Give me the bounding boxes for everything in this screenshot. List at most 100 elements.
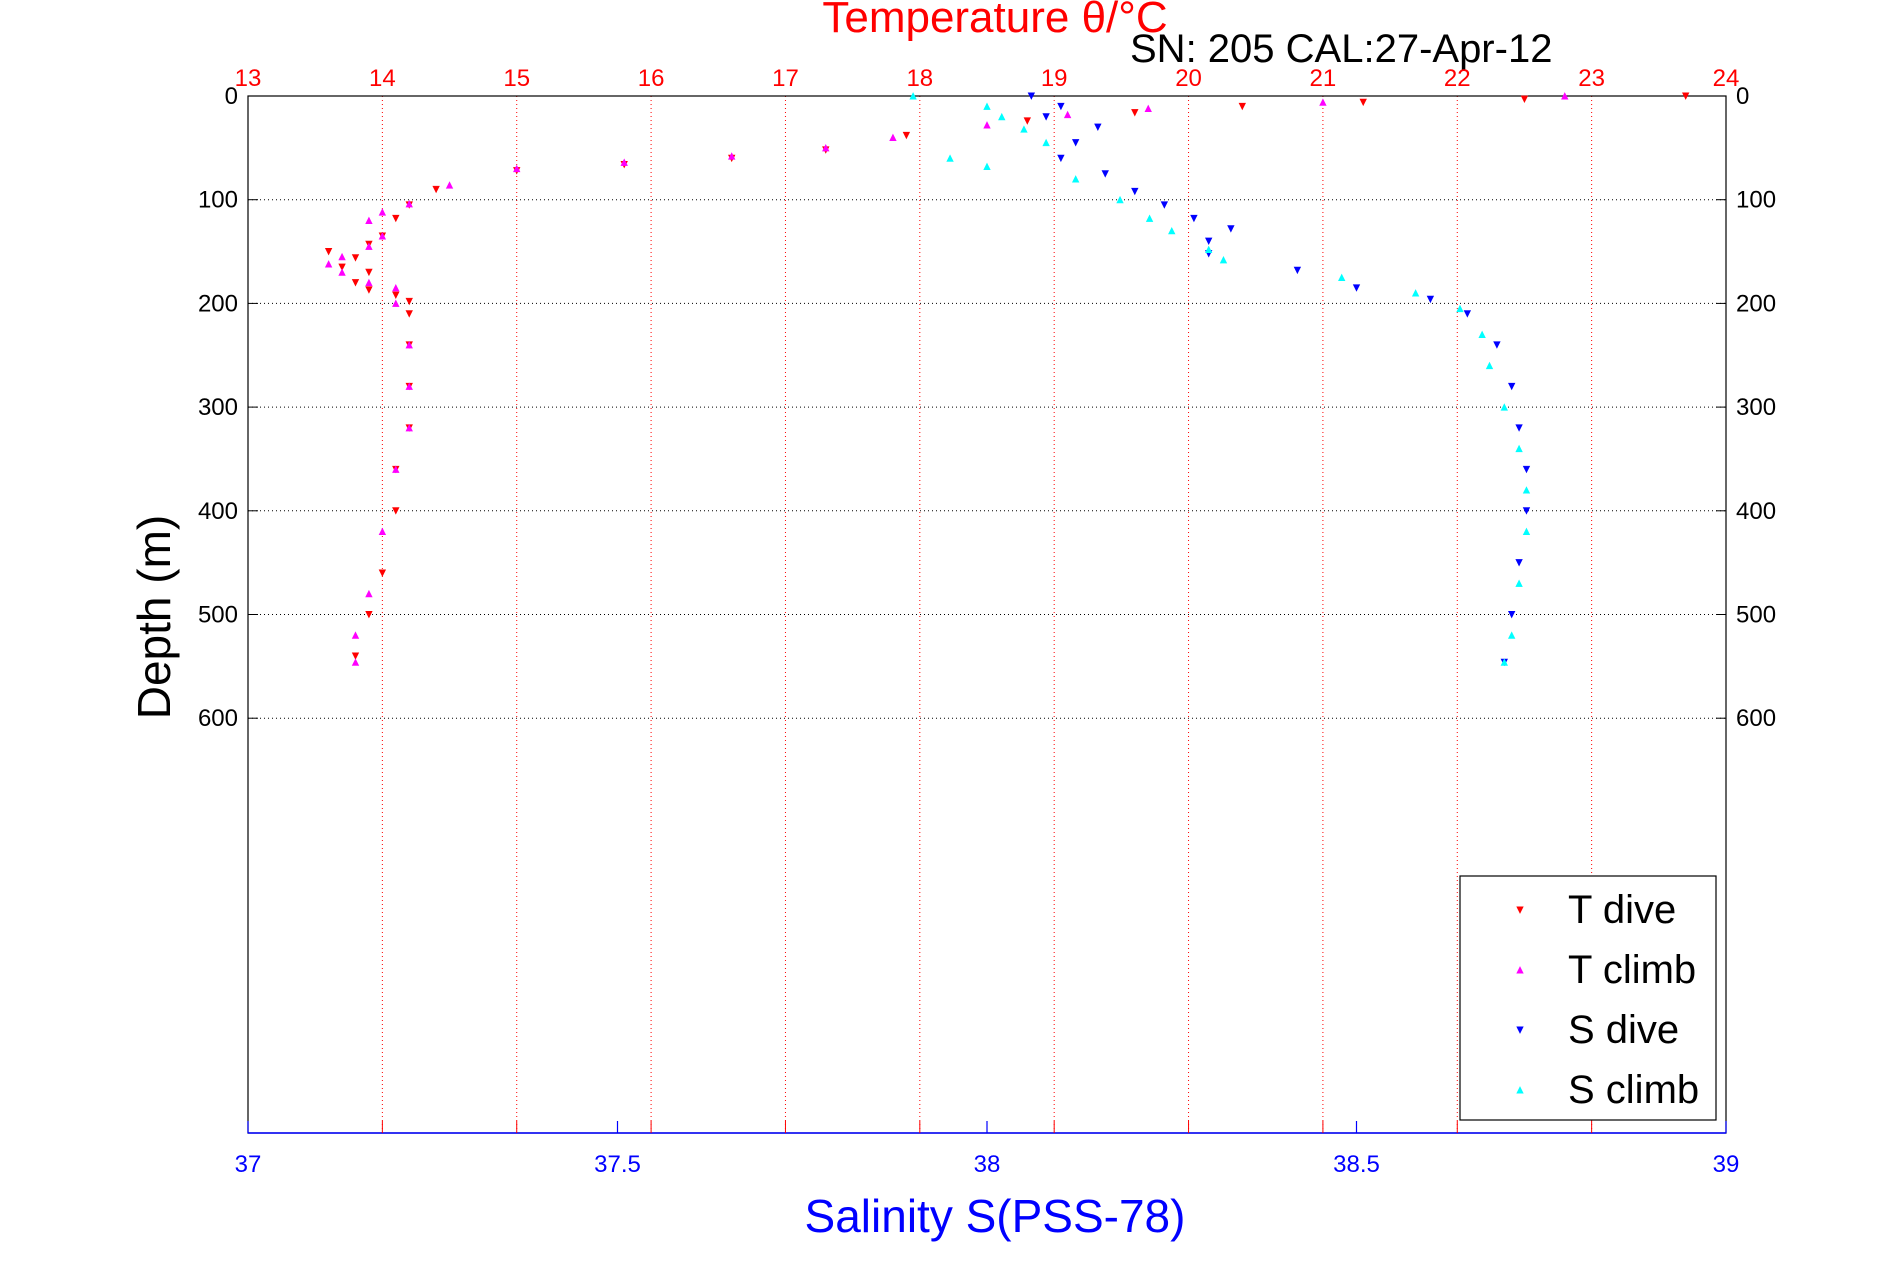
data-point [513,164,521,173]
data-point [1145,214,1154,222]
data-point [1293,266,1302,275]
data-point [1042,138,1050,147]
depth-tick-label-left: 100 [198,187,238,214]
salinity-tick-label: 38 [974,1151,1001,1178]
data-point [1131,187,1139,196]
data-point [405,423,413,432]
serial-calibration-label: SN: 205 CAL:27-Apr-12 [1130,27,1552,71]
data-point [1205,237,1213,246]
data-point [822,143,830,152]
data-point [392,465,400,473]
data-point [1057,102,1065,111]
data-point [392,214,400,223]
data-point [1522,465,1531,474]
data-point [1508,610,1516,619]
data-point [405,341,413,349]
salinity-tick-label: 39 [1713,1151,1740,1178]
salinity-tick-label: 38.5 [1333,1151,1380,1178]
data-point [1485,361,1494,370]
data-point [1426,295,1435,304]
legend-entry-label: S climb [1568,1068,1699,1112]
data-point [365,610,373,619]
data-point [432,185,440,194]
data-point [324,248,333,256]
data-point [1144,104,1152,112]
depth-tick-label-left: 0 [225,83,238,110]
data-series [324,92,1690,667]
data-point [1190,214,1198,223]
data-point [620,158,628,166]
data-point [1063,110,1072,119]
data-point [983,102,991,110]
data-point [1020,125,1028,133]
legend-marker [1516,1086,1524,1094]
data-point [392,291,400,299]
data-point [1522,507,1531,515]
data-point [1515,559,1523,567]
data-point [1227,225,1235,233]
data-point [1352,284,1361,292]
temperature-tick-label: 21 [1310,65,1337,92]
temperature-tick-label: 19 [1041,65,1068,92]
data-point [909,92,917,100]
data-point [889,133,897,141]
depth-axis-title: Depth (m) [128,515,180,719]
axes [247,95,1727,1134]
temperature-tick-label: 16 [638,65,665,92]
data-point [946,154,954,162]
data-point [365,589,373,598]
depth-tick-label-left: 300 [198,394,238,421]
data-point [1359,98,1367,107]
series-t-climb [324,92,1569,666]
data-point [1057,154,1065,163]
temperature-tick-label: 20 [1175,65,1202,92]
data-point [1027,92,1036,100]
depth-tick-label-right: 600 [1736,705,1776,732]
legend-entry-label: S dive [1568,1008,1679,1052]
data-point [351,279,360,287]
data-point [365,242,373,250]
temperature-tick-label: 24 [1713,65,1740,92]
data-point [1508,382,1516,391]
data-point [1522,527,1531,536]
data-point [392,299,400,307]
data-point [324,260,333,268]
data-point [1561,92,1569,100]
data-point [1508,631,1516,639]
data-point [1042,113,1050,121]
data-point [728,152,736,160]
legend-marker [1516,966,1524,974]
temperature-axis-title: Temperature θ/°C [822,0,1167,42]
data-point [392,507,400,515]
series-s-dive [1027,92,1531,667]
data-point [365,278,373,287]
depth-tick-label-right: 500 [1736,602,1776,629]
series-t-dive [324,92,1690,660]
series-s-climb [909,92,1531,666]
data-point [1205,245,1213,253]
data-point [1478,330,1486,339]
data-point [1023,117,1031,125]
data-point [1500,403,1508,411]
data-point [365,216,373,224]
legend-entry-label: T dive [1568,888,1676,932]
temperature-tick-label: 23 [1578,65,1605,92]
tick-labels: 13 14 15 16 17 18 19 20 21 22 23 24 37 37.5 38 38.5 39 0 0… [198,65,1776,1178]
depth-tick-label-left: 200 [198,290,238,317]
depth-tick-label-right: 100 [1736,187,1776,214]
temperature-tick-label: 22 [1444,65,1471,92]
data-point [378,569,387,577]
data-point [1071,139,1080,147]
data-point [1071,175,1080,183]
depth-tick-label-right: 200 [1736,290,1776,317]
data-point [1522,486,1531,494]
data-point [1219,255,1228,264]
temperature-tick-label: 15 [503,65,530,92]
temperature-tick-label: 17 [772,65,799,92]
temperature-tick-label: 14 [369,65,396,92]
data-point [1411,289,1420,297]
data-point [351,652,360,660]
salinity-tick-label: 37.5 [594,1151,641,1178]
depth-tick-label-right: 300 [1736,394,1776,421]
